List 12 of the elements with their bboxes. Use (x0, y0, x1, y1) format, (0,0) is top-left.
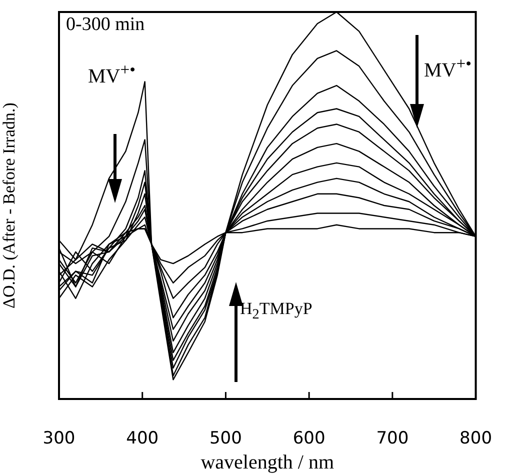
annotation: MV$^{+•}$ (88, 60, 136, 89)
x-tick-label: 800 (460, 428, 492, 449)
x-tick-label: 500 (209, 428, 242, 449)
x-tick-label: 400 (126, 428, 159, 449)
x-tick-label: 600 (292, 428, 326, 449)
x-tick-label: 700 (376, 428, 409, 449)
x-tick-label: 300 (42, 428, 76, 449)
annotation: MV$^{+•}$ (424, 54, 472, 83)
annotation: 0-300 min (66, 14, 145, 37)
x-axis-title: wavelength / nm (200, 451, 334, 474)
y-axis-title: ΔO.D. (After - Before Irradn.) (0, 102, 19, 308)
annotation: H$_{2}$TMPyP (240, 299, 312, 324)
